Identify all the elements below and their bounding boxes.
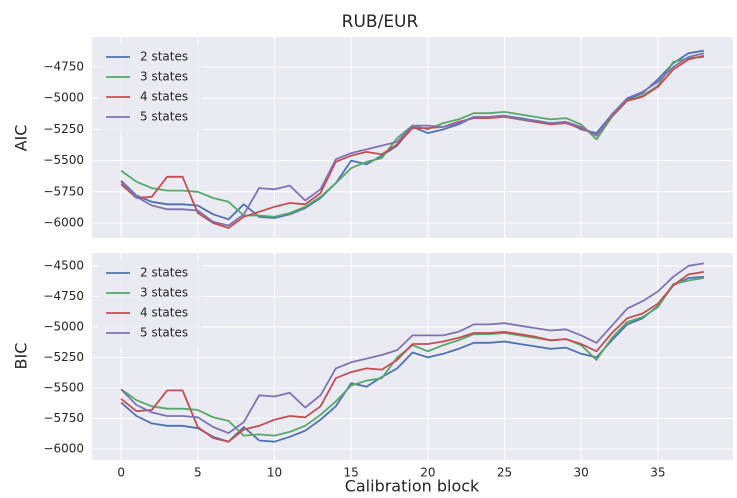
x-tick-label: 30 <box>574 466 589 480</box>
legend-label: 5 states <box>140 110 188 124</box>
y-tick-label: −5500 <box>43 153 84 167</box>
series-line <box>120 271 705 443</box>
x-tick-label: 0 <box>117 466 125 480</box>
y-tick-label: −4750 <box>43 59 84 73</box>
y-axis-label: AIC <box>12 125 31 152</box>
legend-label: 3 states <box>140 70 188 84</box>
x-tick-label: 35 <box>650 466 665 480</box>
legend-box <box>98 43 202 131</box>
legend-label: 2 states <box>140 50 188 64</box>
series-line <box>120 262 705 434</box>
y-tick-label: −6000 <box>43 442 84 456</box>
y-tick-label: −5500 <box>43 380 84 394</box>
y-tick-label: −6000 <box>43 216 84 230</box>
y-tick-label: −4750 <box>43 289 84 303</box>
y-tick-label: −5750 <box>43 184 84 198</box>
legend-label: 4 states <box>140 90 188 104</box>
x-tick-label: 25 <box>497 466 512 480</box>
x-tick-label: 5 <box>194 466 202 480</box>
x-tick-label: 20 <box>420 466 435 480</box>
legend-label: 2 states <box>140 266 188 280</box>
legend-label: 5 states <box>140 326 188 340</box>
legend-label: 4 states <box>140 306 188 320</box>
y-tick-label: −5250 <box>43 350 84 364</box>
y-tick-label: −5250 <box>43 122 84 136</box>
x-tick-label: 15 <box>344 466 359 480</box>
series-line <box>120 52 705 227</box>
legend-box <box>98 259 202 347</box>
y-tick-label: −4500 <box>43 258 84 272</box>
chart-title: RUB/EUR <box>342 12 419 32</box>
y-tick-label: −5000 <box>43 319 84 333</box>
x-axis-label: Calibration block <box>345 477 480 496</box>
y-tick-label: −5750 <box>43 411 84 425</box>
y-axis-label: BIC <box>12 343 31 370</box>
legend-label: 3 states <box>140 286 188 300</box>
y-tick-label: −5000 <box>43 91 84 105</box>
x-tick-label: 10 <box>267 466 282 480</box>
